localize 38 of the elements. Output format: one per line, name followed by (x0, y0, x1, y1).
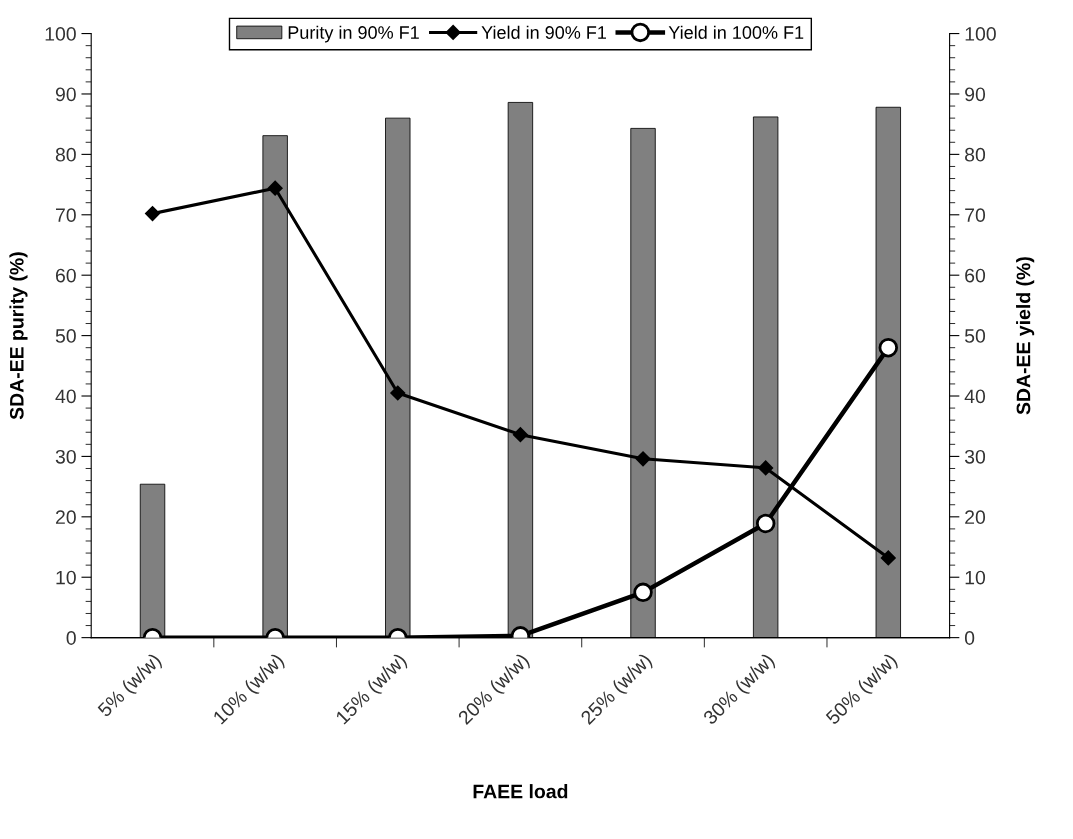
y-tick-label: 70 (55, 208, 76, 223)
legend-label: Yield in 90% F1 (481, 25, 607, 39)
y2-tick-label: 70 (965, 208, 986, 223)
y-tick-label: 80 (55, 147, 76, 162)
y2-tick-label: 60 (965, 268, 986, 283)
y-tick-label: 90 (55, 87, 76, 102)
y-tick-label: 0 (66, 631, 76, 645)
y-tick-label: 30 (55, 449, 76, 464)
point (878, 337, 899, 358)
y2-tick-label: 10 (965, 570, 986, 585)
y-axis-title: SDA-EE purity (%) (9, 252, 28, 420)
point (635, 451, 651, 467)
y2-tick-label: 80 (965, 147, 986, 162)
y-tick-label: 10 (56, 570, 76, 585)
y2-tick-label: 50 (964, 329, 986, 343)
point (267, 180, 283, 196)
y2-axis-title: SDA-EE yield (%) (1016, 257, 1035, 415)
y-tick-label: 100 (45, 27, 76, 41)
y-tick-label: 20 (55, 510, 76, 525)
point (755, 513, 776, 534)
point (633, 582, 653, 603)
point (145, 206, 160, 221)
x-axis-title: FAEE load (473, 784, 568, 799)
point (390, 385, 406, 401)
legend-label: Yield in 100% F1 (668, 25, 804, 39)
legend-label: Purity in 90% F1 (288, 25, 419, 43)
y-tick-label: 50 (55, 329, 76, 343)
point (881, 550, 896, 566)
y2-tick-label: 90 (965, 87, 986, 102)
point (513, 427, 528, 442)
y2-tick-label: 100 (965, 27, 996, 41)
y-tick-label: 60 (55, 268, 76, 283)
y-tick-label: 40 (55, 389, 76, 404)
y2-tick-label: 40 (964, 389, 986, 404)
y2-tick-label: 20 (965, 510, 986, 525)
y2-tick-label: 30 (964, 449, 986, 464)
y2-tick-label: 0 (964, 631, 975, 645)
point (758, 460, 773, 476)
